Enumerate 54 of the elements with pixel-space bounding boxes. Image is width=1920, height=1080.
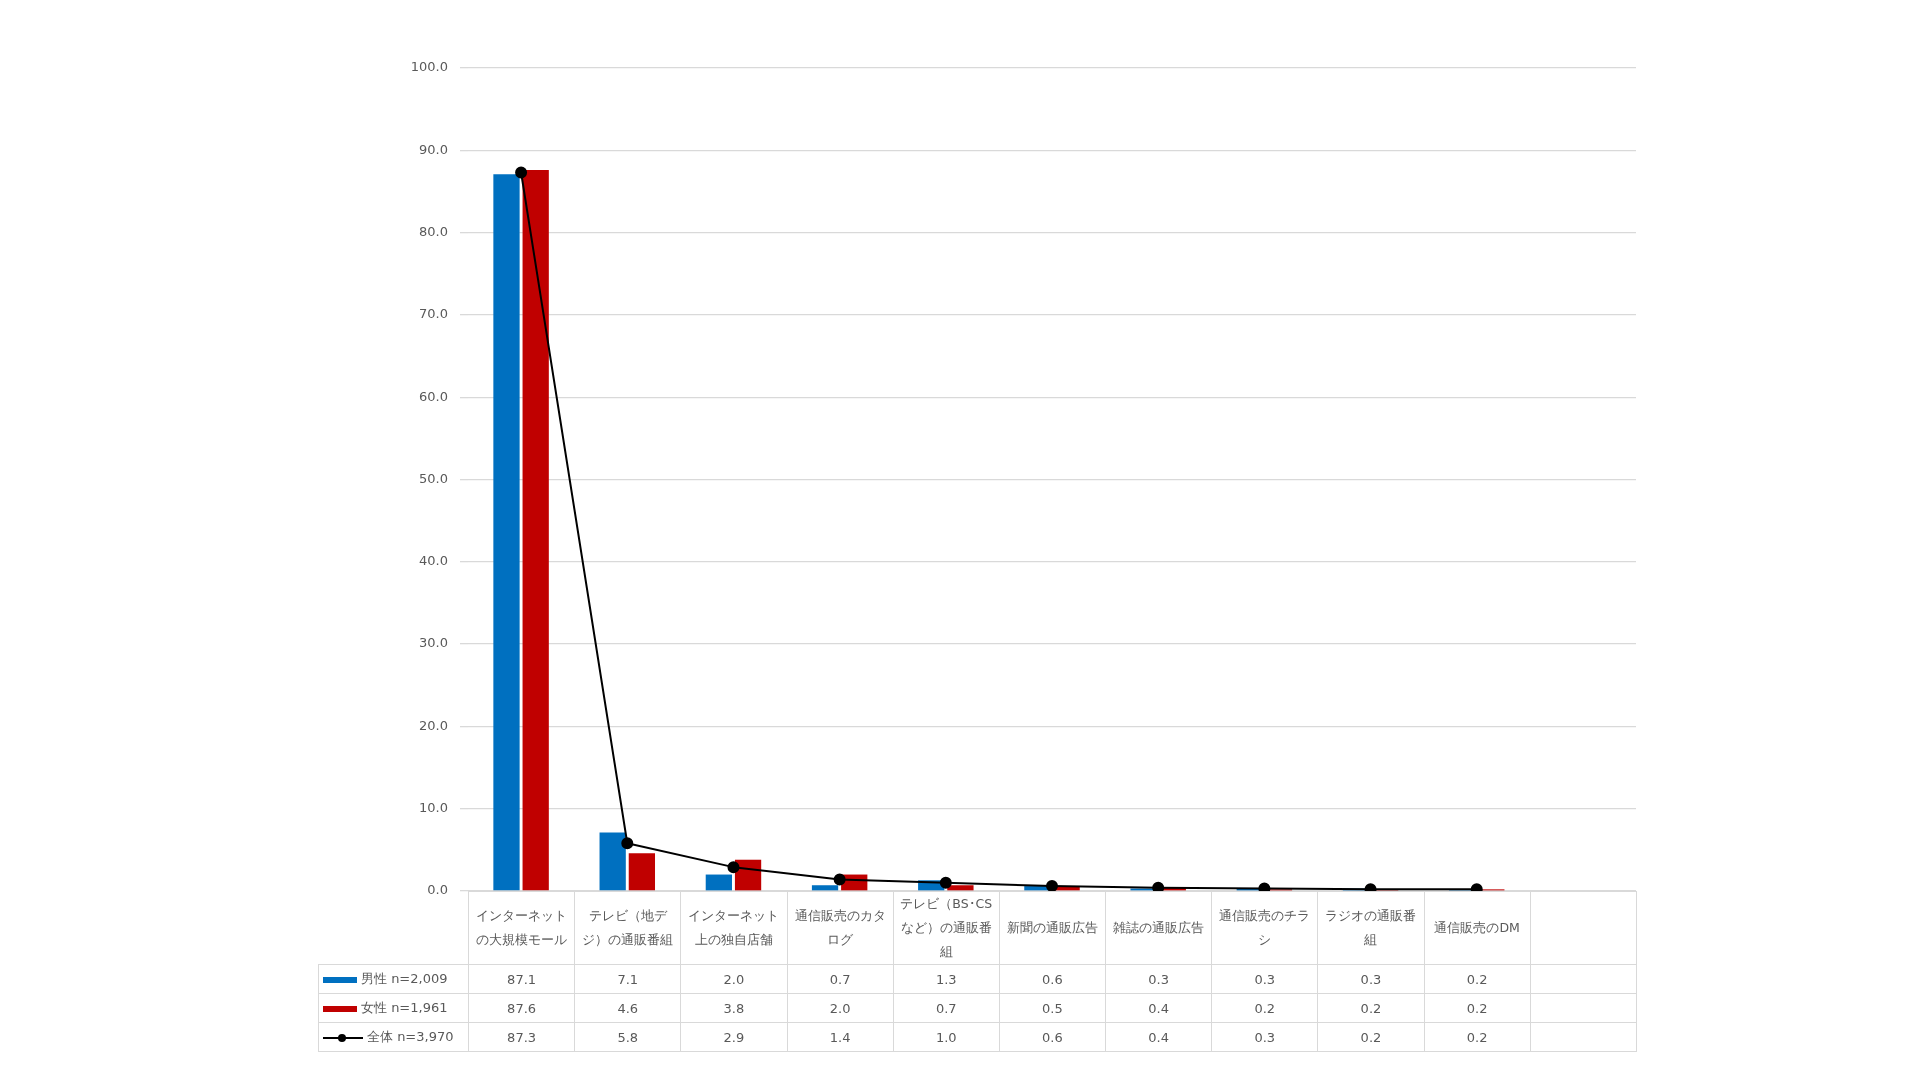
data-label: 1.4: [787, 1022, 894, 1052]
x-tick-label: 雑誌の通販広告: [1105, 891, 1212, 965]
data-label: 0.2: [1317, 993, 1425, 1023]
y-tick-label: 80.0: [419, 223, 448, 239]
x-tick-label: 新聞の通販広告: [999, 891, 1106, 965]
data-label: 0.2: [1424, 993, 1531, 1023]
x-tick-label: テレビ（地デジ）の通販番組: [574, 891, 681, 965]
y-tick-label: 70.0: [419, 306, 448, 322]
data-label: 1.0: [893, 1022, 1000, 1052]
y-tick-label: 0.0: [427, 882, 448, 898]
data-label: 2.0: [787, 993, 894, 1023]
data-label: 0.2: [1424, 964, 1531, 994]
legend-label: 全体 n=3,970: [367, 1029, 454, 1044]
y-tick-label: 90.0: [419, 141, 448, 157]
legend-label: 女性 n=1,961: [361, 1000, 448, 1015]
x-tick-label: 通信販売のDM: [1424, 891, 1531, 965]
x-tick-label: テレビ（BS･CSなど）の通販番組: [893, 891, 1000, 965]
data-label: 0.6: [999, 964, 1106, 994]
data-label: 2.9: [680, 1022, 788, 1052]
data-label: 0.3: [1211, 1022, 1318, 1052]
y-tick-label: 10.0: [419, 800, 448, 816]
data-label: 7.1: [574, 964, 681, 994]
data-label: 0.2: [1211, 993, 1318, 1023]
x-tick-label: インターネットの大規模モール: [468, 891, 575, 965]
data-label: 0.2: [1317, 1022, 1425, 1052]
data-label: 1.3: [893, 964, 1000, 994]
data-label: 0.6: [999, 1022, 1106, 1052]
data-label: 0.7: [893, 993, 1000, 1023]
legend-label: 男性 n=2,009: [361, 971, 448, 986]
y-tick-label: 20.0: [419, 717, 448, 733]
data-label: 0.4: [1105, 993, 1212, 1023]
data-label: 0.5: [999, 993, 1106, 1023]
x-tick-label: インターネット上の独自店舗: [680, 891, 788, 965]
data-label: 87.3: [468, 1022, 575, 1052]
data-label: 0.3: [1317, 964, 1425, 994]
data-label: 0.3: [1211, 964, 1318, 994]
data-label: 0.2: [1424, 1022, 1531, 1052]
x-tick-label: 通信販売のチラシ: [1211, 891, 1318, 965]
data-label: 0.4: [1105, 1022, 1212, 1052]
y-tick-label: 30.0: [419, 635, 448, 651]
data-label: 4.6: [574, 993, 681, 1023]
data-label: 5.8: [574, 1022, 681, 1052]
data-label: 3.8: [680, 993, 788, 1023]
y-tick-label: 40.0: [419, 553, 448, 569]
data-label: 2.0: [680, 964, 788, 994]
y-tick-label: 100.0: [410, 59, 448, 75]
data-label: 0.3: [1105, 964, 1212, 994]
y-tick-label: 60.0: [419, 388, 448, 404]
x-tick-label: 通信販売のカタログ: [787, 891, 894, 965]
y-tick-label: 50.0: [419, 470, 448, 486]
data-label: 87.1: [468, 964, 575, 994]
x-tick-label: ラジオの通販番組: [1317, 891, 1425, 965]
data-label: 0.7: [787, 964, 894, 994]
data-label: 87.6: [468, 993, 575, 1023]
